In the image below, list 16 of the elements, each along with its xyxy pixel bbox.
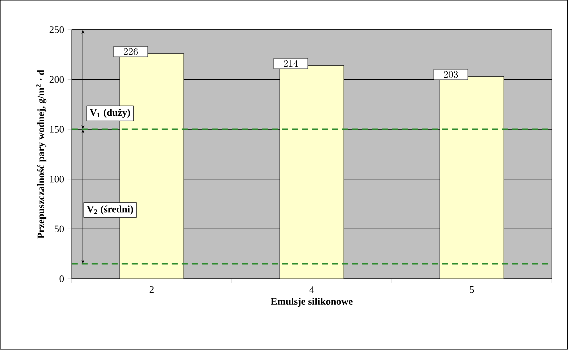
y-tick-label: 50	[55, 226, 64, 233]
x-axis-title: Emulsje silikonowe	[271, 298, 353, 308]
data-label: 226	[124, 48, 138, 56]
annotation: V$_{1}$ (duży)	[90, 109, 130, 118]
y-axis-title: Przepuszczalność pary wodnej, g/m$^{2}$ · d	[36, 70, 47, 239]
y-tick-label: 0	[60, 276, 64, 282]
x-tick-label: 4	[310, 286, 314, 294]
data-label: 203	[444, 71, 458, 78]
x-tick-label: 5	[470, 286, 474, 294]
y-tick-label: 150	[50, 126, 64, 133]
y-tick-label: 200	[50, 76, 64, 84]
y-tick-label: 250	[50, 26, 64, 34]
x-tick-label: 2	[150, 286, 154, 294]
y-tick-label: 100	[50, 176, 64, 183]
annotation: V$_{2}$ (średni)	[87, 206, 134, 215]
data-label: 214	[284, 60, 298, 68]
